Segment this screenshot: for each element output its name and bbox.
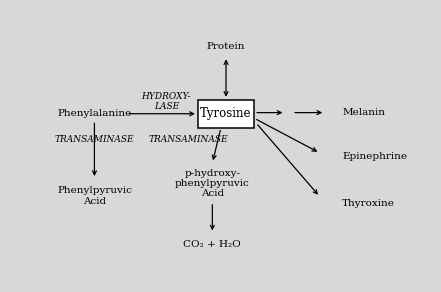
Text: TRANSAMINASE: TRANSAMINASE (55, 135, 134, 144)
Text: Thyroxine: Thyroxine (342, 199, 395, 208)
FancyBboxPatch shape (198, 100, 254, 128)
Text: p-hydroxy-
phenylpyruvic
Acid: p-hydroxy- phenylpyruvic Acid (175, 168, 250, 198)
Text: Phenylpyruvic
Acid: Phenylpyruvic Acid (57, 186, 132, 206)
Text: Epinephrine: Epinephrine (342, 152, 407, 161)
Text: Protein: Protein (207, 42, 245, 51)
Text: HYDROXY-
LASE: HYDROXY- LASE (142, 92, 191, 111)
Text: Melanin: Melanin (342, 108, 385, 117)
Text: TRANSAMINASE: TRANSAMINASE (149, 135, 228, 144)
Text: Tyrosine: Tyrosine (200, 107, 252, 120)
Text: Phenylalanine: Phenylalanine (57, 109, 131, 118)
Text: CO₂ + H₂O: CO₂ + H₂O (183, 240, 241, 249)
